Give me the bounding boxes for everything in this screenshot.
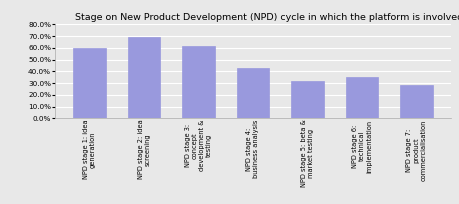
Bar <box>182 46 214 118</box>
Bar <box>73 48 106 118</box>
Bar <box>236 68 269 118</box>
Bar <box>345 77 377 118</box>
Text: Stage on New Product Development (NPD) cycle in which the platform is involved: Stage on New Product Development (NPD) c… <box>75 13 459 22</box>
Bar <box>399 85 432 118</box>
Bar <box>291 81 323 118</box>
Bar <box>128 37 160 118</box>
